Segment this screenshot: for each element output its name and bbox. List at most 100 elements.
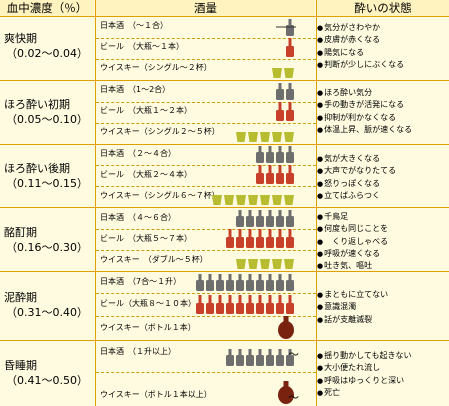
drink-label: ビール （大瓶２〜４本） <box>100 170 192 179</box>
beer-bottle-icon <box>236 229 244 248</box>
drink-label: ウイスキー（ボトル１本以上） <box>100 390 212 399</box>
stage-name: 泥酔期 <box>4 291 37 304</box>
row-divider <box>0 144 449 145</box>
whisky-glass-icon <box>236 132 246 142</box>
effects-list: まともに立てない 意識混濁 話が支離滅裂 <box>317 289 388 326</box>
beer-bottle-icon <box>216 295 224 314</box>
whisky-glass-icon <box>284 132 294 142</box>
effects-list: 気が大きくなる 大声でがなりたてる 怒りっぽくなる 立てばふらつく <box>317 153 396 202</box>
row-divider <box>0 340 449 341</box>
sub-divider <box>96 38 316 39</box>
sake-bottle-icon <box>286 19 294 36</box>
sake-bottle-icon <box>206 274 214 291</box>
row-divider <box>0 271 449 272</box>
sake-bottle-icon <box>256 210 264 227</box>
effect-item: 手の動きが活発になる <box>317 99 412 111</box>
effect-item: 呼吸はゆっくりと深い <box>317 375 411 387</box>
stage-label: ほろ酔い後期 （0.11〜0.15） <box>0 161 94 191</box>
whisky-glass-icon <box>248 132 258 142</box>
stage-range: （0.02〜0.04） <box>6 47 88 60</box>
beer-bottle-icon <box>266 229 274 248</box>
drink-label: ウイスキー （ダブル〜５杯） <box>100 255 208 264</box>
whisky-bottle-icon <box>278 316 294 339</box>
sub-divider <box>96 372 316 373</box>
beer-bottle-icon <box>276 229 284 248</box>
whisky-glass-icon <box>248 259 258 269</box>
stage-range: （0.05〜0.10） <box>6 113 88 126</box>
sake-bottle-icon <box>226 349 234 366</box>
effect-item: 気が大きくなる <box>317 153 396 165</box>
beer-bottle-icon <box>286 38 294 57</box>
beer-bottle-icon <box>256 165 264 184</box>
sake-bottle-icon <box>286 210 294 227</box>
sake-bottle-icon <box>276 83 284 100</box>
sake-bottle-icon <box>236 274 244 291</box>
stage-range: （0.11〜0.15） <box>6 177 88 190</box>
drink-label: ウイスキー（シングル〜２杯） <box>100 63 212 72</box>
stage-label: 爽快期 （0.02〜0.04） <box>0 31 94 61</box>
row-divider <box>0 80 449 81</box>
effect-item: 死亡 <box>317 387 411 399</box>
sake-bottle-icon <box>266 210 274 227</box>
whisky-glass-icon <box>260 259 270 269</box>
effect-item: 揺り動かしても起きない <box>317 350 411 362</box>
effect-item: 陽気になる <box>317 47 404 59</box>
effect-item: 呼吸が速くなる <box>317 248 388 260</box>
sake-bottle-icon <box>286 274 294 291</box>
drink-label: 日本酒 （1〜2合） <box>100 85 171 94</box>
sub-divider <box>96 186 316 187</box>
sub-divider <box>96 165 316 166</box>
sake-bottle-icon <box>196 274 204 291</box>
beer-bottle-icon <box>256 229 264 248</box>
effects-list: 揺り動かしても起きない 大小便たれ流し 呼吸はゆっくりと深い 死亡 <box>317 350 411 399</box>
effect-item: 吐き気、嘔吐 <box>317 260 388 272</box>
effect-item: 立てばふらつく <box>317 190 396 202</box>
effect-item: 気分がさわやか <box>317 22 404 34</box>
beer-bottle-icon <box>276 102 284 121</box>
sub-divider <box>96 102 316 103</box>
effect-item: 何度も同じことを <box>317 223 388 235</box>
beer-bottle-icon <box>266 295 274 314</box>
whisky-glass-icon <box>272 195 282 205</box>
sub-divider <box>96 123 316 124</box>
sub-divider <box>96 293 316 294</box>
beer-bottle-icon <box>286 102 294 121</box>
row-divider <box>0 16 449 17</box>
whisky-glass-icon <box>236 195 246 205</box>
stage-name: 酩酊期 <box>4 226 37 239</box>
sake-bottle-icon <box>286 349 294 366</box>
sake-bottle-icon <box>266 274 274 291</box>
beer-bottle-icon <box>226 229 234 248</box>
drink-label: 日本酒 （２〜４合） <box>100 149 176 158</box>
sake-bottle-icon <box>246 274 254 291</box>
whisky-glass-icon <box>248 195 258 205</box>
sub-divider <box>96 59 316 60</box>
tilde-mark: 〜 <box>288 391 299 404</box>
whisky-glass-icon <box>260 195 270 205</box>
whisky-bottle-icon <box>278 381 294 404</box>
drink-label: ウイスキー（シングル６〜７杯） <box>100 191 220 200</box>
sake-bottle-icon <box>256 274 264 291</box>
beer-bottle-icon <box>266 165 274 184</box>
amount-header: 酒量 <box>96 0 315 16</box>
drink-label: ウイスキー（ボトル１本） <box>100 323 196 332</box>
whisky-glass-icon <box>272 132 282 142</box>
effect-item: 大声でがなりたてる <box>317 165 396 177</box>
whisky-glass-icon <box>284 68 294 78</box>
stage-label: 昏睡期 （0.41〜0.50） <box>0 358 94 388</box>
sake-bottle-icon <box>276 146 284 163</box>
sake-bottle-icon <box>276 349 284 366</box>
state-header: 酔いの状態 <box>317 0 449 16</box>
beer-bottle-icon <box>286 165 294 184</box>
whisky-glass-icon <box>260 132 270 142</box>
effect-item: 怒りっぽくなる <box>317 178 396 190</box>
effect-item: まともに立てない <box>317 289 388 301</box>
whisky-glass-icon <box>212 195 222 205</box>
sub-divider <box>96 229 316 230</box>
stage-label: 酩酊期 （0.16〜0.30） <box>0 225 94 255</box>
sake-bottle-icon <box>266 146 274 163</box>
stage-name: 昏睡期 <box>4 359 37 372</box>
row-divider <box>0 207 449 208</box>
